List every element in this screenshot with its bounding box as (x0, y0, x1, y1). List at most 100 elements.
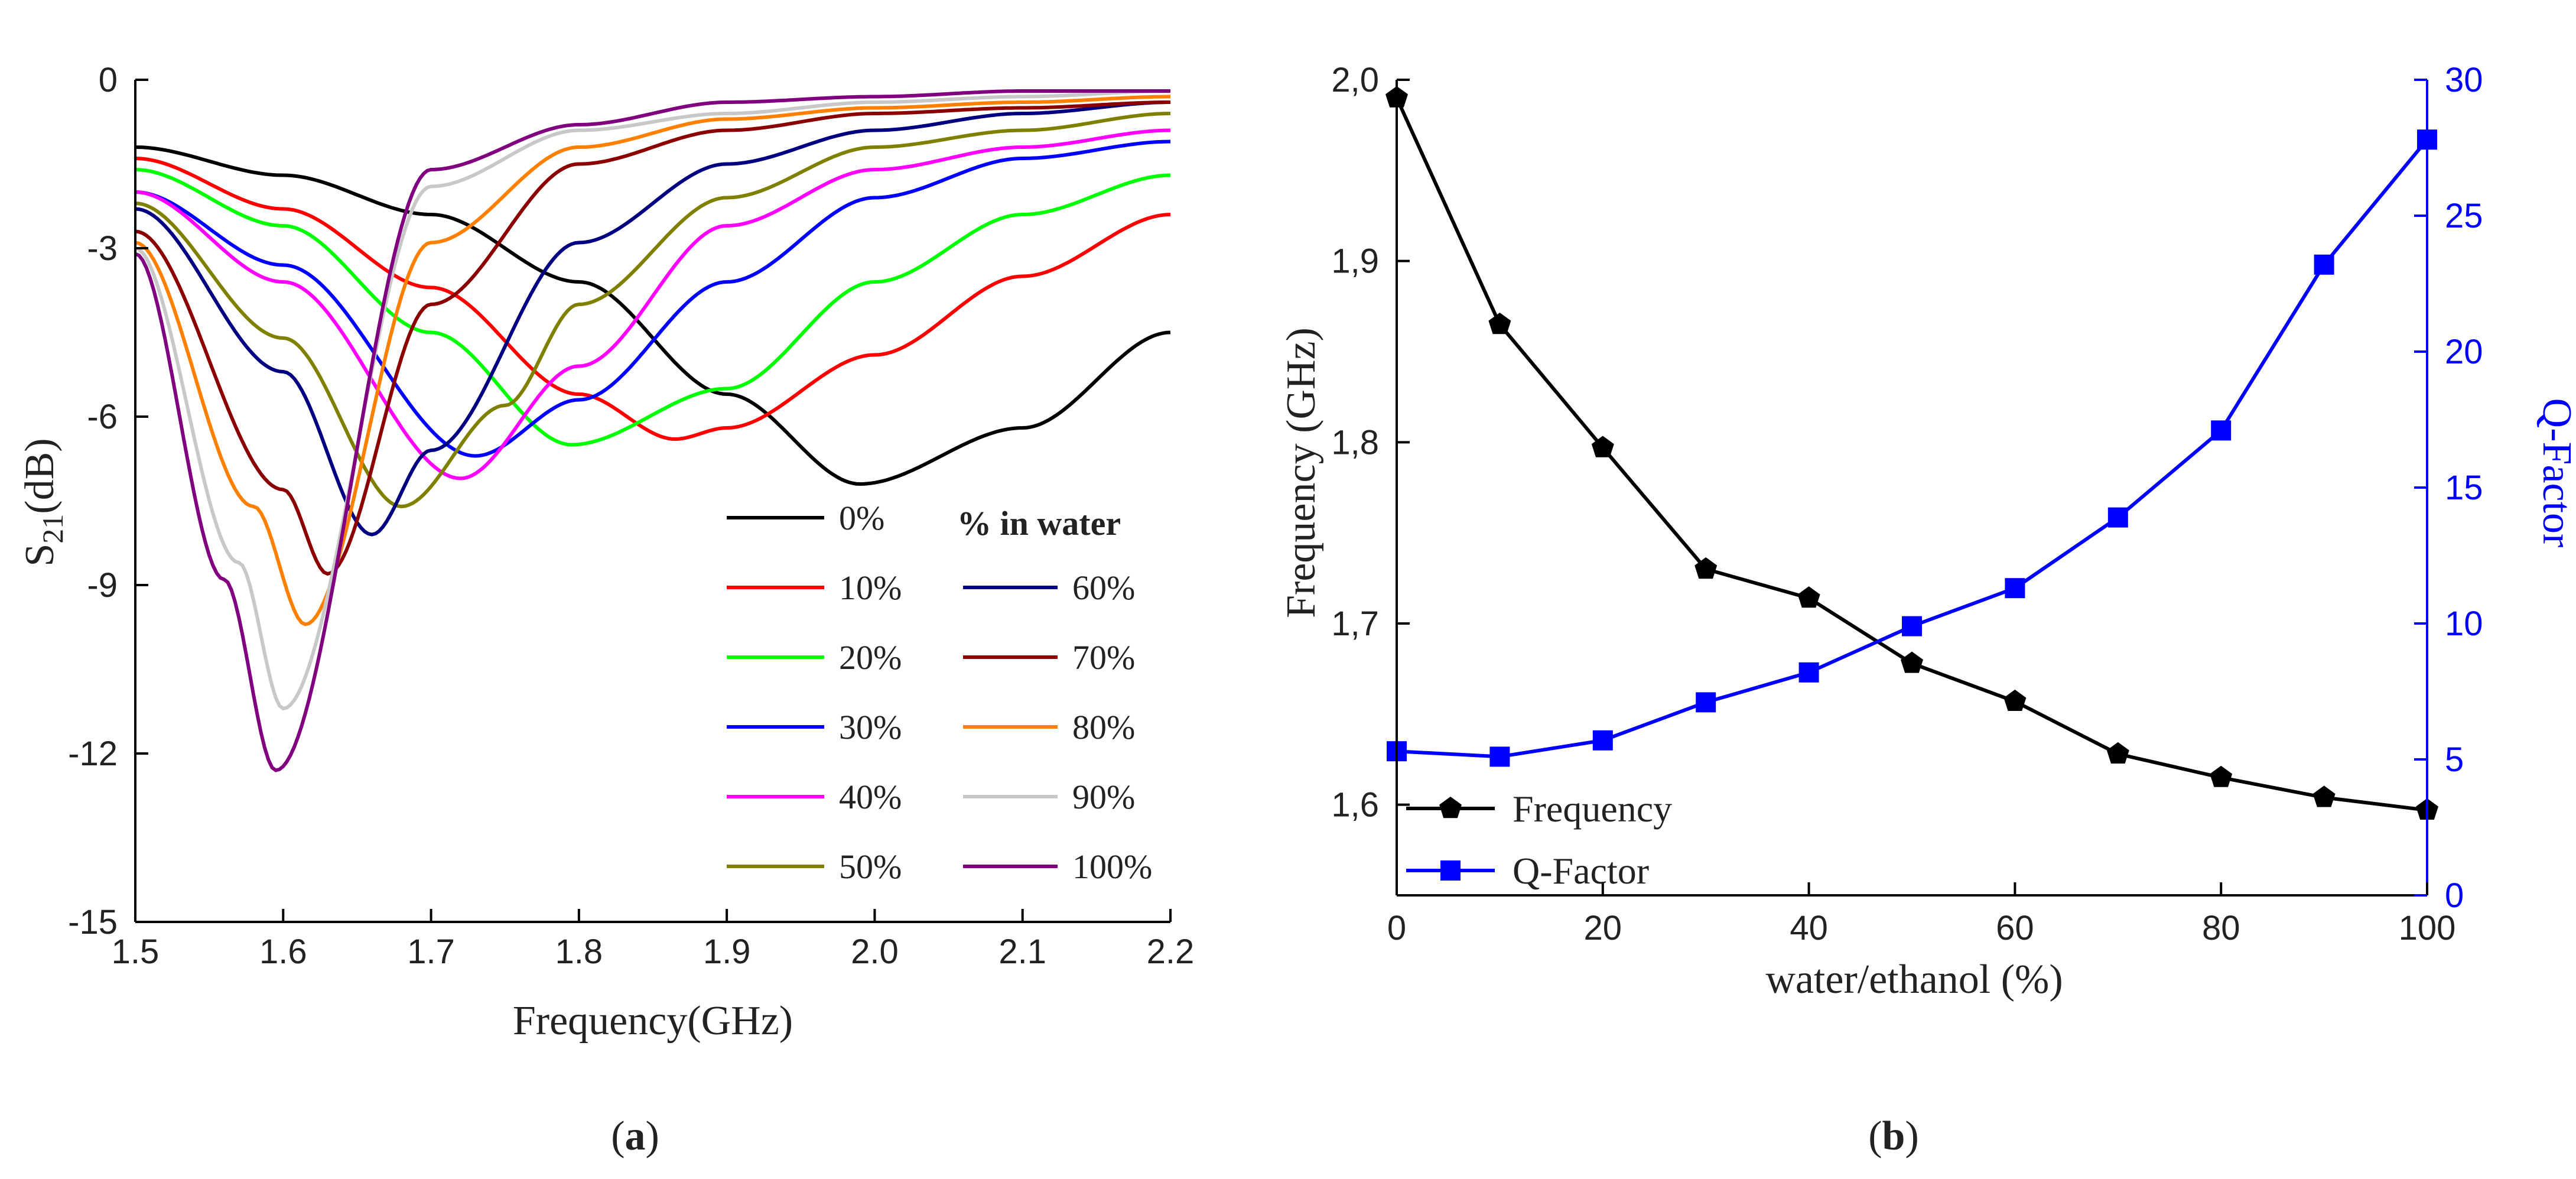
point-q-factor (2314, 254, 2334, 275)
panel-b-left-tick-label: 2,0 (1331, 61, 1379, 99)
panel-b-x-ticks: 0 20 40 60 80 100 (1387, 882, 2456, 947)
panel-a-y-title-tail: (dB) (17, 438, 63, 514)
legend-label-60: 60% (1072, 569, 1135, 607)
panel-b-x-tick-label: 20 (1584, 909, 1622, 947)
legend-label-0: 0% (839, 499, 884, 537)
point-q-factor (2005, 578, 2025, 599)
caption-a-letter: a (625, 1113, 646, 1159)
curve-20 (135, 168, 1171, 447)
point-q-factor (1489, 746, 1510, 767)
panel-b-right-axis-title: Q-Factor (2534, 398, 2576, 548)
legend-label-40: 40% (839, 778, 902, 816)
panel-b-legend: Frequency Q-Factor (1406, 788, 1672, 892)
legend-label-100: 100% (1072, 847, 1152, 886)
panel-b-x-tick-label: 40 (1790, 909, 1828, 947)
panel-b-left-tick-label: 1,9 (1331, 242, 1379, 281)
legend-label-70: 70% (1072, 638, 1135, 677)
panel-a-y-tick-label: -3 (87, 229, 118, 268)
curve-30 (135, 139, 1171, 458)
curve-90 (135, 89, 1170, 711)
caption-b: (b) (1868, 1113, 1919, 1159)
point-frequency (1488, 313, 1511, 334)
point-q-factor (2211, 420, 2232, 441)
series-line-frequency (1395, 97, 2428, 812)
curve-70 (135, 100, 1170, 576)
point-frequency (1797, 586, 1820, 608)
caption-a: (a) (611, 1113, 659, 1159)
panel-b-right-tick-label: 0 (2445, 876, 2464, 915)
point-q-factor (1902, 616, 1922, 636)
legend-label-80: 80% (1072, 708, 1135, 746)
panel-a-curves (134, 89, 1171, 772)
panel-a-y-title-sub: 21 (36, 514, 69, 544)
panel-b-x-tick-label: 100 (2399, 909, 2456, 947)
panel-a-legend: % in water 0% 10% 20% 30% 40% 50% 60% 70% 80% 90%… (727, 499, 1152, 886)
point-q-factor (1696, 692, 1716, 713)
panel-a-x-tick-label: 1.8 (555, 933, 603, 971)
legend-marker-frequency (1439, 797, 1462, 819)
panel-a: 1.5 1.6 1.7 1.8 1.9 2.0 2.1 2.2 0 -3 -6 -9 -12 -15 F… (17, 61, 1194, 1159)
panel-b-left-tick-label: 1,8 (1331, 423, 1379, 462)
panel-a-axes-frame (134, 80, 1170, 923)
panel-a-y-ticks: 0 -3 -6 -9 -12 -15 (68, 61, 148, 941)
point-frequency (1694, 557, 1718, 579)
panel-a-x-tick-label: 1.5 (112, 933, 160, 971)
panel-b-x-tick-label: 80 (2202, 909, 2240, 947)
point-q-factor (2107, 507, 2128, 528)
legend-label-10: 10% (839, 569, 902, 607)
curve-100 (134, 89, 1170, 772)
panel-b-left-ticks: 1,6 1,7 1,8 1,9 2,0 (1331, 61, 1410, 824)
point-frequency (2210, 765, 2233, 787)
caption-b-open: ( (1868, 1113, 1882, 1159)
point-q-factor (1798, 662, 1819, 683)
panel-a-x-tick-label: 2.2 (1147, 933, 1195, 971)
legend-label-20: 20% (839, 638, 902, 677)
panel-a-x-axis-title: Frequency(GHz) (513, 998, 793, 1044)
curve-80 (135, 95, 1170, 626)
legend-label-50: 50% (839, 847, 902, 886)
panel-a-y-tick-label: -9 (87, 566, 118, 605)
panel-a-x-tick-label: 1.9 (703, 933, 751, 971)
panel-b-left-axis-title: Frequency (GHz) (1279, 327, 1324, 618)
legend-label-90: 90% (1072, 778, 1135, 816)
point-frequency (2106, 742, 2129, 764)
panel-a-x-ticks: 1.5 1.6 1.7 1.8 1.9 2.0 2.1 2.2 (112, 909, 1195, 971)
caption-b-close: ) (1905, 1113, 1918, 1159)
panel-b: 0 20 40 60 80 100 1,6 1,7 1,8 1,9 2,0 0 5 10 15 20 25 3… (1279, 61, 2576, 1159)
panel-b-right-tick-label: 15 (2445, 469, 2483, 507)
curve-0 (135, 145, 1171, 486)
curve-60 (135, 100, 1170, 537)
panel-b-right-tick-label: 25 (2445, 197, 2483, 235)
panel-a-y-tick-label: -15 (68, 903, 118, 941)
point-frequency (2003, 689, 2027, 711)
curve-10 (135, 157, 1171, 441)
curve-40 (135, 128, 1171, 480)
point-frequency (1901, 651, 1923, 673)
panel-b-right-tick-label: 10 (2445, 605, 2483, 643)
caption-a-close: ) (646, 1113, 659, 1159)
panel-b-left-tick-label: 1,6 (1331, 786, 1379, 824)
panel-a-x-tick-label: 1.6 (259, 933, 307, 971)
panel-a-x-tick-label: 2.0 (851, 933, 899, 971)
point-frequency (1591, 436, 1614, 457)
legend-title: % in water (957, 504, 1121, 543)
panel-b-left-tick-label: 1,7 (1331, 605, 1379, 643)
panel-b-x-axis-title: water/ethanol (%) (1765, 957, 2063, 1002)
panel-a-y-tick-label: -6 (87, 398, 118, 436)
panel-a-y-tick-label: 0 (99, 61, 118, 99)
caption-b-letter: b (1882, 1113, 1905, 1159)
panel-b-right-tick-label: 20 (2445, 333, 2483, 371)
panel-b-x-tick-label: 0 (1387, 909, 1406, 947)
panel-a-y-title-main: S (17, 544, 63, 567)
panel-a-y-tick-label: -12 (68, 735, 118, 773)
legend-label-q-factor: Q-Factor (1513, 850, 1649, 892)
curve-50 (135, 112, 1171, 509)
panel-b-right-ticks: 0 5 10 15 20 25 30 (2414, 61, 2483, 915)
caption-a-open: ( (611, 1113, 625, 1159)
legend-label-frequency: Frequency (1513, 788, 1672, 830)
point-q-factor (1592, 730, 1613, 751)
legend-label-30: 30% (839, 708, 902, 746)
panel-b-series (1385, 86, 2438, 820)
panel-b-x-tick-label: 60 (1996, 909, 2034, 947)
